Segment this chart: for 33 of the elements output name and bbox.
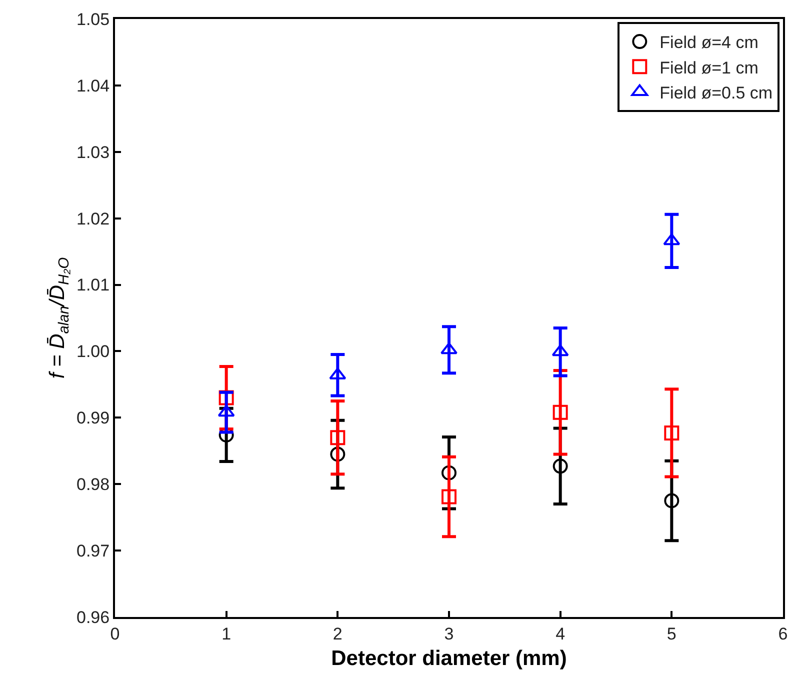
point xyxy=(218,404,235,417)
y-tick-label: 1.02 xyxy=(76,209,110,228)
x-tick-label: 6 xyxy=(778,624,788,644)
point xyxy=(663,233,680,246)
y-tick-label: 1.01 xyxy=(76,276,110,295)
point xyxy=(218,390,234,406)
point xyxy=(552,404,568,420)
legend-label: Field ø=0.5 cm xyxy=(660,83,773,102)
legend-label: Field ø=4 cm xyxy=(660,33,758,52)
x-tick-label: 2 xyxy=(332,624,342,644)
legend-label: Field ø=1 cm xyxy=(660,58,758,78)
point xyxy=(330,430,346,446)
y-tick-label: 0.99 xyxy=(76,408,110,428)
x-tick-label: 5 xyxy=(666,624,676,644)
y-tick-label: 1.03 xyxy=(76,142,110,162)
point xyxy=(552,458,568,474)
x-tick-label: 1 xyxy=(222,624,232,644)
y-tick-label: 0.98 xyxy=(76,475,110,494)
point xyxy=(664,493,680,508)
x-tick-label: 3 xyxy=(444,624,454,644)
y-tick-label: 1.04 xyxy=(76,76,110,96)
point xyxy=(330,446,346,462)
point xyxy=(442,489,456,504)
x-tick-label: 0 xyxy=(110,624,120,644)
y-tick-label: 0.97 xyxy=(76,542,110,561)
y-tick-label: 0.96 xyxy=(76,608,110,627)
y-tick-label: 1.00 xyxy=(76,342,110,362)
x-axis-title: Detector diameter (mm) xyxy=(331,647,567,670)
x-tick-label: 4 xyxy=(556,624,566,644)
point xyxy=(442,465,456,480)
y-tick-label: 1.05 xyxy=(76,10,110,29)
point xyxy=(552,344,569,356)
point xyxy=(664,425,680,440)
